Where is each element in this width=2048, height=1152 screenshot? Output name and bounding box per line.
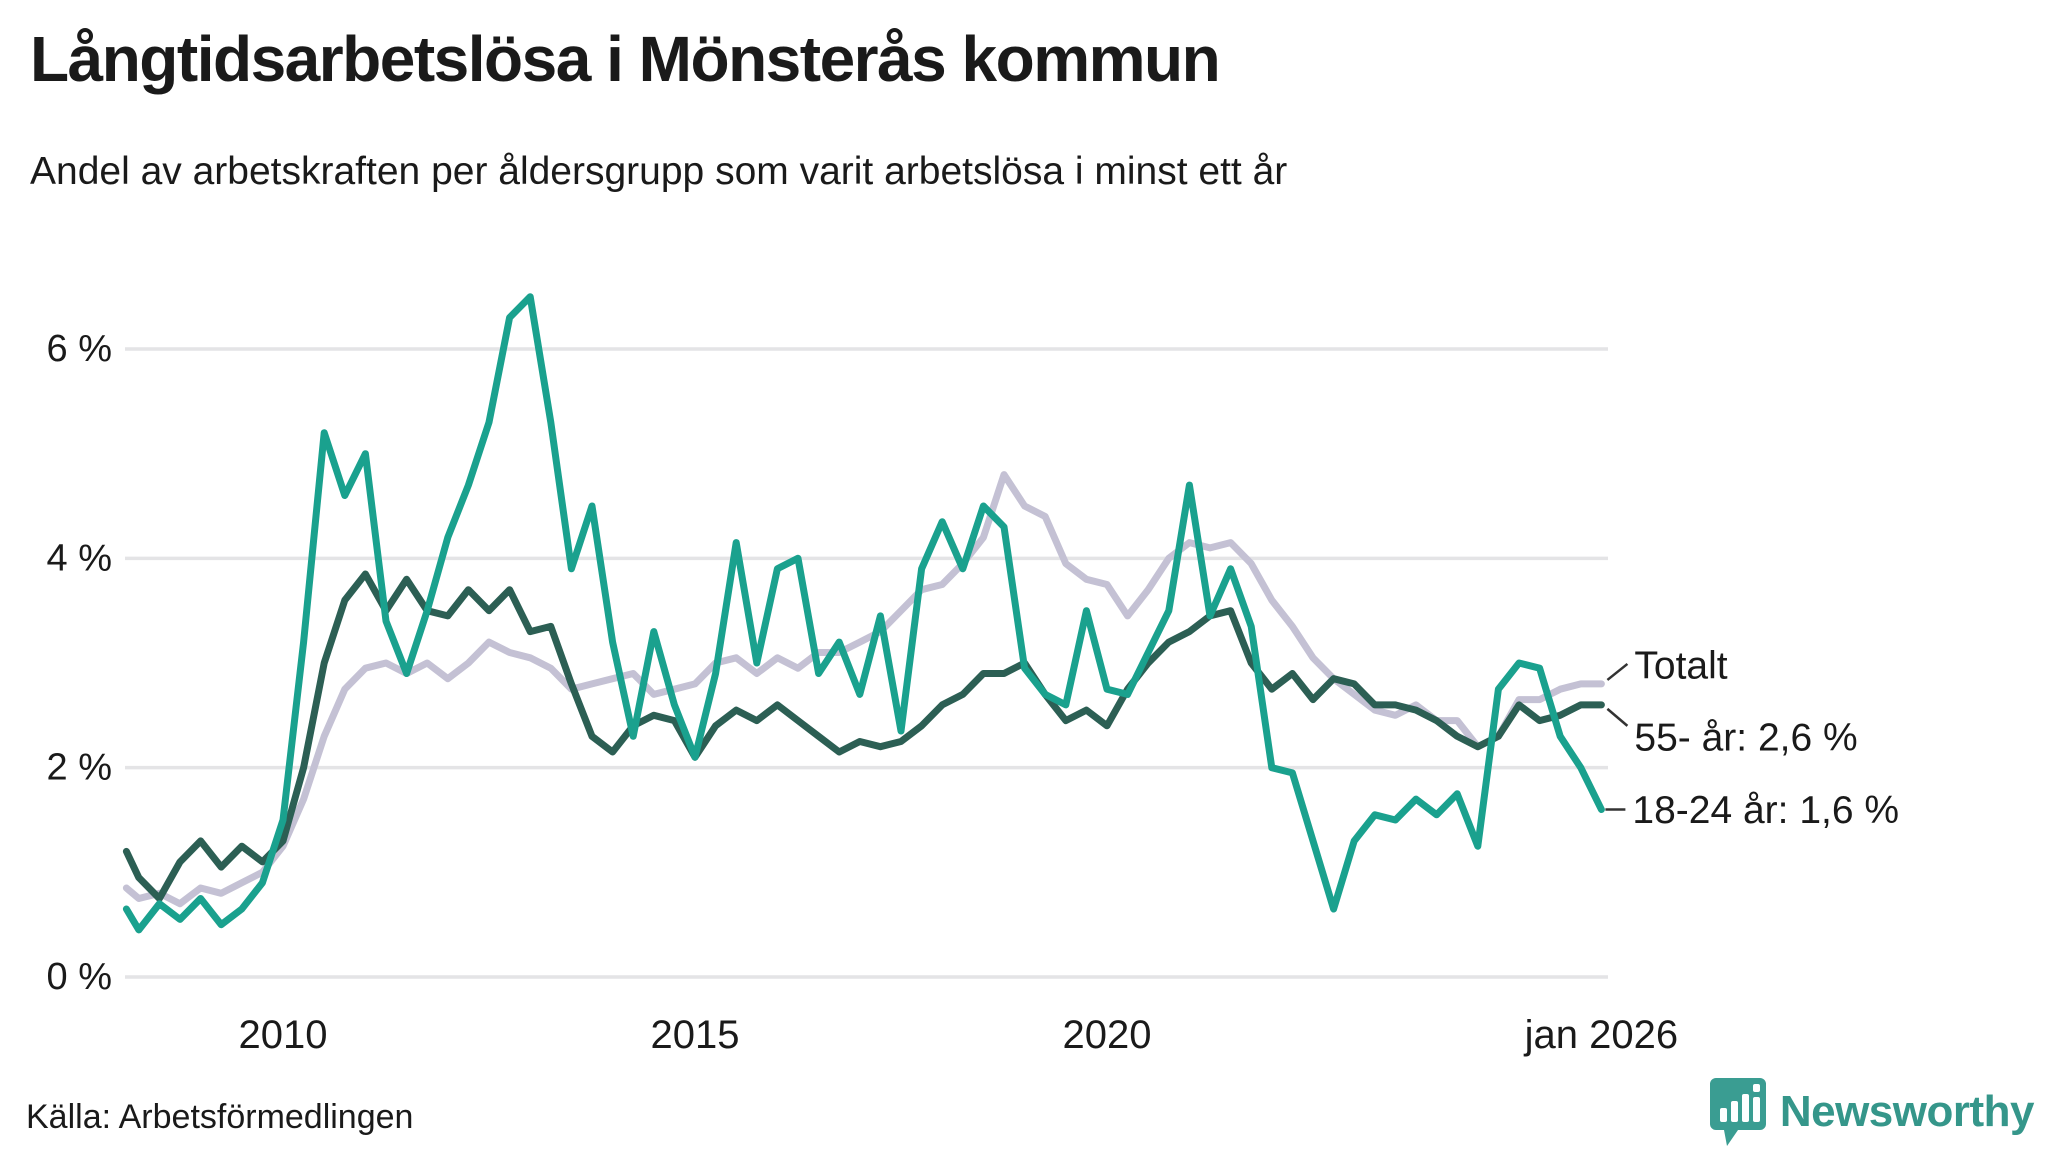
source-note: Källa: Arbetsförmedlingen [26,1098,414,1136]
y-tick-label: 2 % [47,747,112,789]
page-title: Långtidsarbetslösa i Mönsterås kommun [30,23,1221,95]
brand-name: Newsworthy [1779,1087,2035,1136]
series-end-label: 18-24 år: 1,6 % [1632,789,1899,832]
newsworthy-marker-icon [1709,1078,1766,1146]
series-line-18-24r [122,293,1605,934]
y-tick-label: 0 % [47,956,112,998]
y-tick-label: 4 % [47,537,112,579]
callout-connector [1606,662,1629,681]
page-subtitle: Andel av arbetskraften per åldersgrupp s… [30,150,1288,193]
y-tick-label: 6 % [47,328,112,370]
callout-connector [1606,707,1629,727]
series-line-55-r [122,570,1605,902]
x-tick-label: 2010 [239,1013,328,1057]
x-tick-label: jan 2026 [1524,1013,1678,1057]
series-end-label: Totalt [1634,644,1727,687]
series-line-Totalt [122,471,1605,908]
brand-logo: Newsworthy [1709,1076,2035,1148]
x-tick-label: 2015 [651,1013,740,1057]
x-tick-label: 2020 [1063,1013,1152,1057]
series-end-label: 55- år: 2,6 % [1634,716,1857,759]
